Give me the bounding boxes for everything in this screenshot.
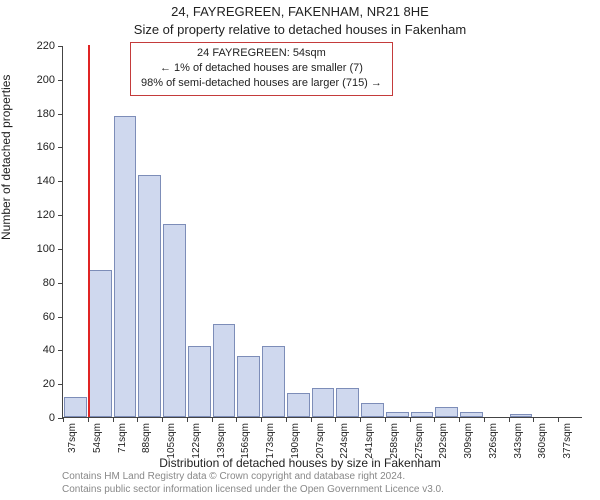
x-tick (533, 417, 534, 422)
y-tick (58, 283, 63, 284)
x-tick-label: 105sqm (166, 423, 177, 459)
x-tick (558, 417, 559, 422)
y-tick-label: 20 (43, 378, 55, 390)
x-tick (360, 417, 361, 422)
x-tick-label: 173sqm (265, 423, 276, 459)
histogram-bar (361, 403, 384, 417)
y-tick-label: 160 (37, 141, 55, 153)
chart-container: 24, FAYREGREEN, FAKENHAM, NR21 8HE Size … (0, 0, 600, 500)
histogram-bar (386, 412, 409, 417)
x-tick-label: 190sqm (290, 423, 301, 459)
histogram-bar (460, 412, 483, 417)
histogram-bar (163, 224, 186, 417)
y-tick-label: 40 (43, 344, 55, 356)
x-tick-label: 88sqm (141, 423, 152, 453)
histogram-bar (188, 346, 211, 417)
histogram-bar (138, 175, 161, 417)
x-tick (88, 417, 89, 422)
x-tick (509, 417, 510, 422)
histogram-bar (287, 393, 310, 417)
y-axis-label: Number of detached properties (0, 75, 13, 240)
x-tick (261, 417, 262, 422)
x-tick-label: 54sqm (92, 423, 103, 453)
histogram-bar (336, 388, 359, 417)
histogram-bar (237, 356, 260, 417)
plot-area: 02040608010012014016018020022037sqm54sqm… (62, 46, 582, 418)
x-tick (236, 417, 237, 422)
chart-title-line1: 24, FAYREGREEN, FAKENHAM, NR21 8HE (0, 4, 600, 19)
x-tick (311, 417, 312, 422)
x-tick (459, 417, 460, 422)
y-tick-label: 60 (43, 311, 55, 323)
x-tick-label: 241sqm (364, 423, 375, 459)
property-indicator-line (88, 45, 90, 417)
histogram-bar (262, 346, 285, 417)
x-tick-label: 326sqm (488, 423, 499, 459)
annotation-line3: 98% of semi-detached houses are larger (… (141, 76, 382, 91)
chart-title-line2: Size of property relative to detached ho… (0, 22, 600, 37)
histogram-bar (114, 116, 137, 417)
histogram-bar (510, 414, 533, 417)
x-tick (137, 417, 138, 422)
histogram-bar (312, 388, 335, 417)
y-tick (58, 249, 63, 250)
x-tick-label: 360sqm (537, 423, 548, 459)
x-tick-label: 258sqm (389, 423, 400, 459)
y-tick-label: 200 (37, 74, 55, 86)
y-tick-label: 220 (37, 40, 55, 52)
x-tick (410, 417, 411, 422)
x-axis-label: Distribution of detached houses by size … (0, 456, 600, 470)
x-tick (113, 417, 114, 422)
x-tick-label: 275sqm (414, 423, 425, 459)
y-tick (58, 147, 63, 148)
histogram-bar (435, 407, 458, 417)
histogram-bar (64, 397, 87, 417)
y-tick (58, 46, 63, 47)
x-tick-label: 139sqm (216, 423, 227, 459)
attribution-line2: Contains public sector information licen… (62, 483, 444, 496)
y-tick (58, 317, 63, 318)
annotation-line2: ← 1% of detached houses are smaller (7) (141, 61, 382, 76)
x-tick (187, 417, 188, 422)
x-tick-label: 377sqm (562, 423, 573, 459)
y-tick (58, 350, 63, 351)
x-tick (434, 417, 435, 422)
x-tick-label: 309sqm (463, 423, 474, 459)
y-tick-label: 80 (43, 277, 55, 289)
y-tick (58, 114, 63, 115)
y-tick (58, 215, 63, 216)
x-tick-label: 71sqm (117, 423, 128, 453)
y-tick-label: 180 (37, 108, 55, 120)
x-tick (335, 417, 336, 422)
histogram-bar (411, 412, 434, 417)
x-tick-label: 37sqm (67, 423, 78, 453)
x-tick-label: 292sqm (438, 423, 449, 459)
x-tick-label: 122sqm (191, 423, 202, 459)
x-tick (162, 417, 163, 422)
y-tick (58, 80, 63, 81)
x-tick-label: 207sqm (315, 423, 326, 459)
y-tick-label: 100 (37, 243, 55, 255)
y-tick-label: 120 (37, 209, 55, 221)
annotation-line1: 24 FAYREGREEN: 54sqm (141, 46, 382, 61)
y-tick (58, 181, 63, 182)
y-tick-label: 140 (37, 175, 55, 187)
x-tick (484, 417, 485, 422)
x-tick (212, 417, 213, 422)
x-tick-label: 224sqm (339, 423, 350, 459)
histogram-bar (213, 324, 236, 417)
x-tick-label: 156sqm (240, 423, 251, 459)
x-tick (286, 417, 287, 422)
x-tick-label: 343sqm (513, 423, 524, 459)
histogram-bar (89, 270, 112, 417)
x-tick (385, 417, 386, 422)
y-tick (58, 384, 63, 385)
attribution-text: Contains HM Land Registry data © Crown c… (62, 470, 444, 496)
x-tick (63, 417, 64, 422)
y-tick-label: 0 (49, 412, 55, 424)
annotation-box: 24 FAYREGREEN: 54sqm ← 1% of detached ho… (130, 42, 393, 96)
attribution-line1: Contains HM Land Registry data © Crown c… (62, 470, 444, 483)
